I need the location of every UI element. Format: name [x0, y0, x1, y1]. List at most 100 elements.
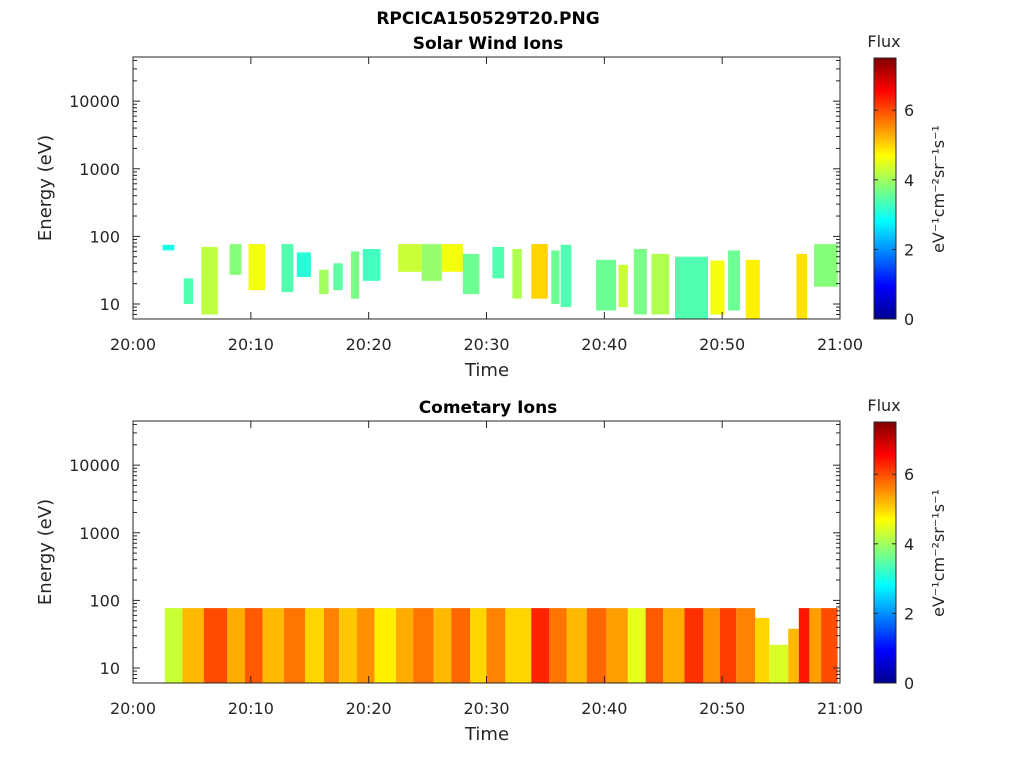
figure-title: RPCICA150529T20.PNG — [376, 9, 599, 29]
heatmap-cell — [281, 244, 294, 293]
heatmap-cell — [433, 608, 452, 683]
colorbar-tick-label: 6 — [904, 465, 914, 484]
heatmap-cell — [663, 608, 685, 683]
y-axis-label: Energy (eV) — [35, 135, 56, 241]
y-tick-label: 10000 — [69, 92, 120, 111]
heatmap-cell — [492, 246, 505, 279]
heatmap-cell — [745, 259, 760, 319]
colorbar-tick-label: 4 — [904, 535, 914, 554]
heatmap-cell — [183, 278, 194, 304]
heatmap-cell — [710, 260, 725, 315]
heatmap-cell — [421, 244, 442, 281]
x-tick-label: 21:00 — [817, 699, 863, 718]
y-tick-label: 100 — [89, 227, 120, 246]
heatmap-cell — [413, 608, 434, 683]
heatmap-cell — [182, 608, 204, 683]
heatmap-cell — [362, 249, 381, 281]
heatmap-cell — [549, 608, 567, 683]
x-tick-label: 20:20 — [346, 335, 392, 354]
heatmap-cell — [809, 608, 822, 683]
heatmap-cell — [633, 249, 647, 315]
heatmap-cell — [374, 608, 396, 683]
heatmap-cell — [814, 244, 838, 287]
heatmap-cell — [203, 608, 228, 683]
heatmap-cell — [719, 608, 737, 683]
heatmap-cell — [798, 608, 810, 683]
heatmap-cell — [560, 244, 572, 308]
axes: 20:00 20:10 20:20 20:30 20:40 20:50 21:00 10 100… — [69, 56, 863, 354]
x-tick-label: 20:40 — [581, 699, 627, 718]
y-tick-label: 10 — [100, 659, 120, 678]
colorbar-tick-label: 0 — [904, 674, 914, 693]
heatmap-cell — [227, 608, 245, 683]
y-tick-label: 1000 — [79, 160, 120, 179]
colorbar-tick-label: 2 — [904, 240, 914, 259]
heatmap-cell — [201, 246, 218, 315]
y-tick-label: 1000 — [79, 524, 120, 543]
heatmap-cell — [229, 244, 242, 275]
panel-cometary: Cometary Ions 20:00 20:10 20:20 20:30 20:40 2… — [35, 398, 863, 745]
heatmap-cell — [675, 256, 708, 319]
heatmap-cell — [441, 244, 463, 272]
colorbar-gradient — [873, 57, 897, 320]
heatmap-cell — [283, 608, 305, 683]
heatmap-cell — [244, 608, 263, 683]
x-tick-label: 20:30 — [463, 335, 509, 354]
colorbar-label: eV⁻¹cm⁻²sr⁻¹s⁻¹ — [929, 489, 948, 617]
colorbar-ticks: 0 2 4 6 — [874, 465, 914, 693]
heatmap-cell — [796, 253, 807, 319]
heatmap-cell — [531, 608, 549, 683]
heatmap-cell — [305, 608, 324, 683]
heatmap-cell — [821, 608, 838, 683]
heatmap-cell — [755, 617, 770, 683]
heatmap-cell — [736, 608, 756, 683]
heatmap-cell — [728, 250, 740, 311]
y-tick-label: 100 — [89, 591, 120, 610]
heatmap-cell — [531, 244, 548, 299]
colorbar-title: Flux — [867, 396, 900, 415]
heatmap-cell — [606, 608, 628, 683]
y-axis-label: Energy (eV) — [35, 499, 56, 605]
heatmap-cell — [262, 608, 284, 683]
x-tick-label: 20:10 — [228, 335, 274, 354]
heatmap-cell — [451, 608, 471, 683]
heatmap-cell — [769, 644, 789, 683]
heatmap-cell — [512, 249, 522, 299]
x-tick-label: 20:00 — [110, 699, 156, 718]
heatmap-cell — [248, 244, 265, 291]
heatmap-cell — [703, 608, 720, 683]
x-tick-label: 20:20 — [346, 699, 392, 718]
panel-title: Cometary Ions — [419, 398, 558, 418]
x-tick-label: 20:50 — [699, 335, 745, 354]
heatmap-cell — [356, 608, 375, 683]
heatmap-cell — [164, 608, 183, 683]
panel-solar-wind: Solar Wind Ions 20:00 20:10 20:20 20:30 20:4… — [35, 34, 863, 381]
x-tick-label: 20:50 — [699, 699, 745, 718]
heatmap-cell — [470, 608, 487, 683]
heatmap-cell — [645, 608, 664, 683]
colorbar-ticks: 0 2 4 6 — [874, 101, 914, 329]
colorbar-tick-label: 0 — [904, 310, 914, 329]
x-tick-label: 20:40 — [581, 335, 627, 354]
heatmap-cell — [651, 253, 670, 315]
heatmap-cell — [586, 608, 607, 683]
heatmap-cell — [627, 608, 646, 683]
colorbar-bottom: Flux 0 2 4 6 eV⁻¹cm⁻²sr⁻¹s⁻¹ — [867, 396, 948, 693]
heatmap-cell — [323, 608, 340, 683]
heatmap-cell — [788, 628, 799, 683]
x-tick-label: 21:00 — [817, 335, 863, 354]
heatmap-cell — [162, 244, 175, 251]
colorbar-tick-label: 6 — [904, 101, 914, 120]
colorbar-gradient — [873, 421, 897, 684]
heatmap-cell — [596, 259, 617, 311]
heatmap-cells — [164, 608, 838, 683]
axes: 20:00 20:10 20:20 20:30 20:40 20:50 21:00 10 100… — [69, 420, 863, 718]
y-tick-label: 10000 — [69, 456, 120, 475]
x-tick-label: 20:10 — [228, 699, 274, 718]
heatmap-cell — [618, 264, 628, 308]
heatmap-cell — [551, 250, 560, 304]
panel-title: Solar Wind Ions — [413, 34, 564, 54]
heatmap-cell — [566, 608, 587, 683]
heatmap-cell — [486, 608, 506, 683]
